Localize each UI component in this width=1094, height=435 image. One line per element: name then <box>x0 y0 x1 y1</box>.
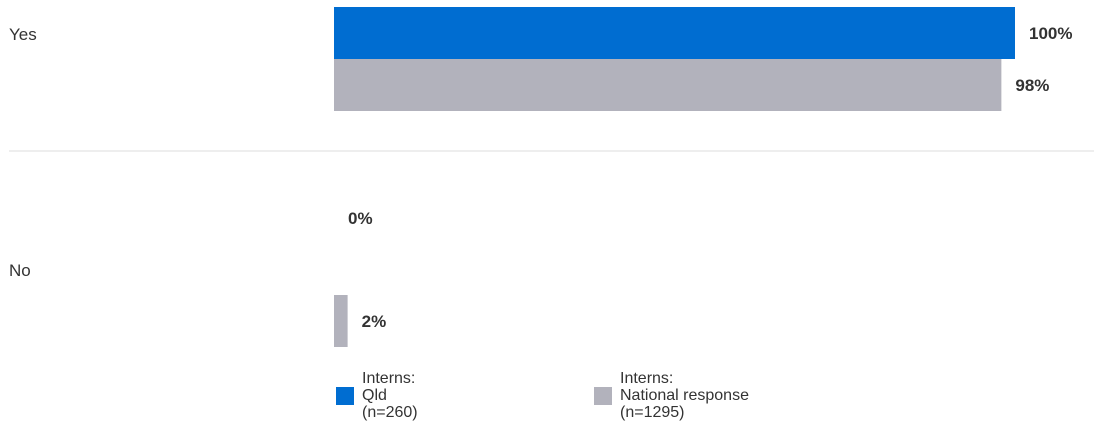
legend-line: (n=1295) <box>620 404 685 421</box>
legend-line: (n=260) <box>362 404 418 421</box>
value-label-yes-series-0: 100% <box>1029 24 1072 43</box>
bar-no-series-1 <box>334 295 348 347</box>
legend-swatch-qld <box>336 386 354 405</box>
legend-line: Interns: <box>362 370 416 387</box>
bar-yes-series-1 <box>334 59 1002 111</box>
legend-swatch-national <box>594 386 612 405</box>
legend-label-national: Interns: National response (n=1295) <box>620 370 749 421</box>
value-label-yes-series-1: 98% <box>1015 76 1049 95</box>
legend-label-qld: Interns: Qld (n=260) <box>362 370 418 421</box>
legend-item-national: Interns: National response (n=1295) <box>594 370 749 421</box>
category-label-no: No <box>9 261 31 280</box>
value-label-no-series-1: 2% <box>362 312 387 331</box>
bar-chart: Yes No 100% 98% 0% 2% <box>9 7 1094 347</box>
category-label-yes: Yes <box>9 25 37 44</box>
value-label-no-series-0: 0% <box>348 209 373 228</box>
legend-line: National response <box>620 387 749 404</box>
bar-yes-series-0 <box>334 7 1015 59</box>
legend-line: Interns: <box>620 370 674 387</box>
legend-line: Qld <box>362 387 387 404</box>
legend-item-qld: Interns: Qld (n=260) <box>336 370 418 421</box>
bars-group: 100% 98% 0% 2% <box>334 7 1072 347</box>
